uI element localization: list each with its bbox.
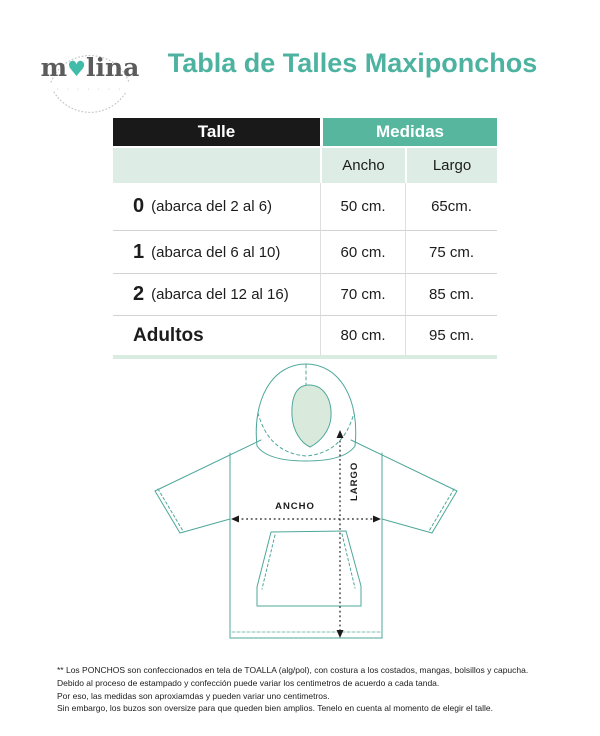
ancho-left-arrow-icon [231, 515, 239, 523]
brand-tagline: · · · · · · · [56, 86, 124, 93]
logo-bottom-arc [53, 91, 127, 113]
left-cuff-seam [157, 488, 184, 532]
largo-bottom-arrow-icon [336, 630, 344, 638]
table-row-size: Adultos [113, 315, 320, 355]
brand-logo: m♥lina · · · · · · · [38, 22, 142, 122]
table-row-size: 2 (abarca del 12 al 16) [113, 273, 320, 315]
size-value: 2 [133, 283, 145, 305]
table-cell-ancho: 70 cm. [320, 273, 405, 315]
poncho-measurement-diagram: ANCHO LARGO [154, 363, 458, 639]
subheader-ancho: Ancho [320, 148, 405, 183]
brand-name-suffix: lina [85, 53, 140, 82]
right-cuff-edge [431, 490, 458, 534]
hood-rim-seam [257, 412, 355, 457]
largo-top-arrow-icon [336, 430, 344, 438]
largo-label: LARGO [349, 462, 360, 501]
logo-circle-icon [50, 55, 130, 113]
table-cell-largo: 85 cm. [405, 273, 497, 315]
footnote-line: ** Los PONCHOS son confeccionados en tel… [57, 665, 529, 675]
size-range: (abarca del 12 al 16) [151, 286, 289, 303]
table-row-size: 1 (abarca del 6 al 10) [113, 230, 320, 273]
table-cell-ancho: 80 cm. [320, 315, 405, 355]
ancho-right-arrow-icon [373, 515, 381, 523]
table-cell-largo: 75 cm. [405, 230, 497, 273]
table-cell-ancho: 60 cm. [320, 230, 405, 273]
size-value: 1 [133, 240, 145, 263]
brand-name: m♥lina [38, 54, 142, 83]
footnote: ** Los PONCHOS son confeccionados en tel… [57, 664, 562, 715]
page-title: Tabla de Talles Maxiponchos [167, 48, 538, 78]
left-underarm-line [179, 518, 231, 534]
right-shoulder-line [350, 439, 458, 492]
footnote-line: Debido al proceso de estampado y confecc… [57, 677, 440, 688]
size-table: Talle Medidas Ancho Largo 0 (abarca del … [113, 118, 497, 359]
column-header-talle: Talle [113, 118, 320, 148]
table-row-size: 0 (abarca del 2 al 6) [113, 183, 320, 230]
logo-top-arc [50, 55, 130, 83]
size-range: (abarca del 6 al 10) [151, 243, 281, 261]
left-cuff-edge [154, 490, 181, 534]
pocket-left-seam [261, 534, 276, 590]
pocket-outline [256, 530, 362, 607]
hood-opening [291, 384, 332, 448]
pocket-right-seam [341, 533, 356, 589]
table-cell-largo: 65cm. [405, 183, 497, 230]
subheader-largo: Largo [405, 148, 497, 183]
heart-icon: ♥ [67, 56, 86, 81]
right-cuff-seam [428, 488, 455, 532]
left-shoulder-line [154, 439, 262, 492]
table-cell-largo: 95 cm. [405, 315, 497, 355]
size-range: (abarca del 2 al 6) [151, 198, 273, 215]
column-header-medidas: Medidas [320, 118, 497, 148]
footnote-line: Sin embargo, los buzos son oversize para… [57, 703, 493, 714]
subheader-empty [113, 148, 320, 183]
right-underarm-line [381, 518, 433, 534]
size-value: 0 [133, 195, 145, 217]
ancho-label: ANCHO [275, 501, 315, 512]
size-value: Adultos [133, 324, 204, 346]
footnote-line: Por eso, las medidas son aproxiamdas y p… [57, 690, 330, 701]
brand-name-prefix: m [40, 53, 68, 82]
table-cell-ancho: 50 cm. [320, 183, 405, 230]
